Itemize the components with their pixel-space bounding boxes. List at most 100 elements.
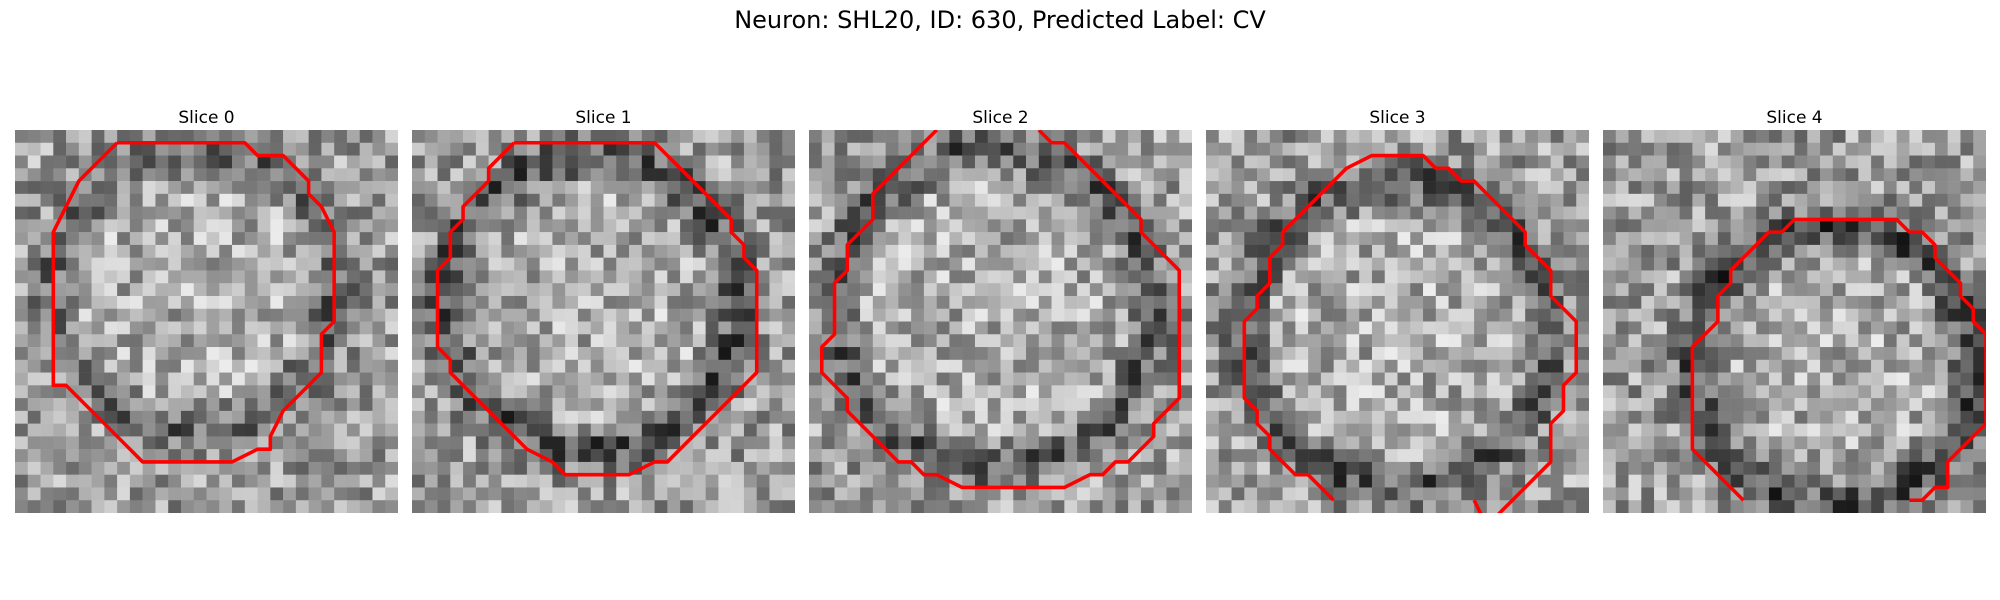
pixel [616,334,630,348]
pixel [1499,142,1513,156]
pixel [680,334,694,348]
pixel [257,244,271,258]
pixel [308,219,322,233]
pixel [1179,449,1192,463]
pixel [308,270,322,284]
pixel [53,436,67,450]
pixel [1615,257,1629,271]
pixel [962,257,976,271]
pixel [565,334,579,348]
pixel [27,181,41,195]
pixel [847,385,861,399]
pixel [501,474,515,488]
pixel [769,219,783,233]
pixel [1295,181,1309,195]
pixel [475,295,489,309]
pixel [180,168,194,182]
pixel [1077,181,1091,195]
pixel [1308,334,1322,348]
pixel [1038,206,1052,220]
pixel [769,257,783,271]
pixel [1883,283,1897,297]
pixel [1320,308,1334,322]
pixel [860,155,874,169]
pixel [117,270,131,284]
pixel [692,283,706,297]
slice-title: Slice 0 [178,108,235,128]
pixel [1756,130,1770,144]
pixel [346,474,360,488]
pixel [552,487,566,501]
pixel [1807,257,1821,271]
pixel [911,232,925,246]
pixel [1295,423,1309,437]
pixel [1295,130,1309,144]
pixel [1820,257,1834,271]
pixel [1883,193,1897,207]
pixel [872,487,886,501]
pixel [1051,398,1065,412]
pixel [1282,232,1296,246]
pixel [1064,181,1078,195]
pixel [860,142,874,156]
pixel [1576,232,1589,246]
pixel [654,410,668,424]
pixel [1269,359,1283,373]
pixel [1077,487,1091,501]
pixel [1666,500,1680,513]
pixel [78,347,92,361]
pixel [1845,155,1859,169]
pixel [1512,181,1526,195]
pixel [437,474,451,488]
pixel [1934,359,1948,373]
pixel [193,410,207,424]
pixel [78,423,92,437]
pixel [1705,359,1719,373]
pixel [898,474,912,488]
pixel [577,283,591,297]
pixel [654,283,668,297]
pixel [308,308,322,322]
pixel [1089,449,1103,463]
pixel [911,168,925,182]
pixel [1576,270,1589,284]
pixel [1871,372,1885,386]
pixel [1794,181,1808,195]
pixel [117,283,131,297]
pixel [437,142,451,156]
pixel [40,308,54,322]
pixel [1206,398,1220,412]
pixel [308,359,322,373]
pixel [40,232,54,246]
pixel [1384,321,1398,335]
pixel [1140,270,1154,284]
pixel [104,334,118,348]
pixel [475,436,489,450]
pixel [155,449,169,463]
pixel [104,347,118,361]
pixel [1666,232,1680,246]
pixel [1934,270,1948,284]
pixel [372,436,386,450]
pixel [1077,347,1091,361]
pixel [949,321,963,335]
pixel [1115,423,1129,437]
pixel [1934,283,1948,297]
pixel [1947,398,1961,412]
pixel [1166,461,1180,475]
pixel [629,359,643,373]
pixel [1654,321,1668,335]
pixel [129,347,143,361]
pixel [1179,372,1192,386]
pixel [552,270,566,284]
pixel [1576,487,1589,501]
pixel [1346,295,1360,309]
pixel [1384,270,1398,284]
pixel [372,334,386,348]
pixel [1359,487,1373,501]
pixel [15,232,29,246]
pixel [283,244,297,258]
pixel [1089,474,1103,488]
pixel [1359,130,1373,144]
pixel [1960,423,1974,437]
